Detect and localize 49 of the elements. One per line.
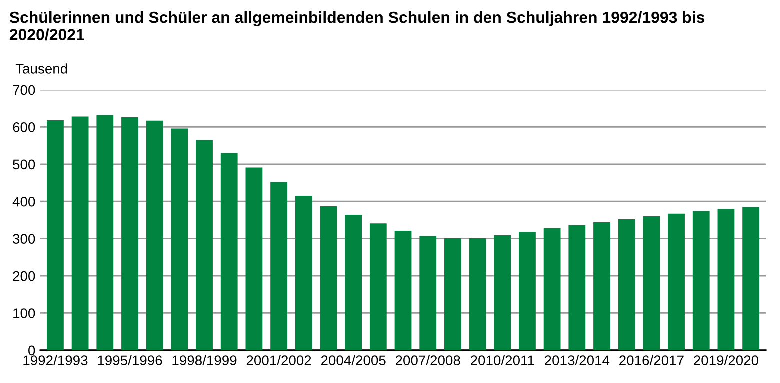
bar (96, 115, 114, 350)
x-tick-label: 2019/2020 (694, 355, 758, 366)
x-tick-label: 1995/1996 (98, 355, 162, 366)
bar (692, 211, 710, 350)
x-tick-label: 2007/2008 (396, 355, 460, 366)
bar (196, 140, 213, 350)
bar (618, 219, 636, 350)
y-tick-label: 200 (13, 271, 36, 282)
bar (122, 118, 138, 350)
bar (668, 214, 685, 350)
x-tick-label: 1992/1993 (24, 355, 88, 366)
bar (370, 224, 387, 350)
bar (544, 228, 561, 350)
x-tick-label: 2013/2014 (545, 355, 610, 366)
bar (568, 225, 586, 350)
x-tick-label: 2001/2002 (246, 355, 312, 366)
bar (171, 128, 188, 350)
bar (742, 207, 760, 350)
x-tick-label: 2004/2005 (321, 355, 386, 366)
y-tick-label: 700 (13, 85, 36, 96)
bar (72, 116, 89, 350)
y-tick-label: 500 (13, 160, 36, 170)
bar (394, 231, 412, 350)
bar (320, 206, 338, 350)
bar (47, 120, 64, 350)
bar (295, 196, 312, 350)
chart-title: Schülerinnen und Schüler an allgemeinbildenden Schulen in den Schuljahren 1992/1993 bis 2020/2021 (10, 11, 705, 41)
bar (345, 215, 362, 350)
x-tick-label: 2010/2011 (471, 355, 534, 366)
y-tick-label: 0 (28, 346, 36, 356)
bar (594, 222, 610, 350)
y-tick-label: 100 (14, 308, 36, 318)
bar (220, 153, 238, 350)
x-tick-label: 2016/2017 (620, 355, 684, 366)
y-tick-label: 600 (13, 122, 36, 132)
bar (420, 236, 437, 350)
bar (718, 209, 735, 350)
bar (246, 168, 263, 350)
y-axis-title: Tausend (16, 64, 68, 74)
bar (146, 120, 164, 350)
x-tick-label: 1998/1999 (172, 355, 237, 366)
y-tick-label: 300 (13, 234, 36, 244)
bar (519, 232, 536, 350)
bar (270, 182, 288, 350)
bar (643, 216, 660, 350)
bar (444, 238, 462, 350)
bar (494, 235, 512, 350)
y-tick-label: 400 (12, 196, 36, 207)
bar (469, 238, 486, 350)
